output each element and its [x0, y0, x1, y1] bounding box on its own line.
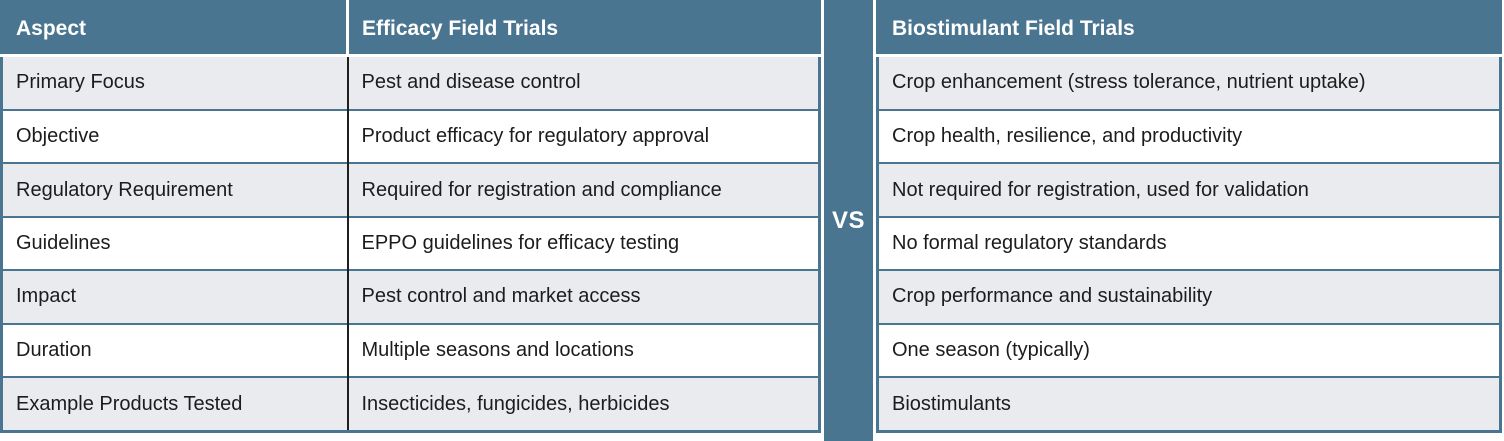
aspect-cell: Impact: [1, 270, 349, 324]
aspect-column-header: Aspect: [1, 1, 349, 57]
efficacy-column-header: Efficacy Field Trials: [347, 1, 820, 57]
table-row: Regulatory Requirement Required for regis…: [1, 163, 820, 217]
efficacy-cell: Multiple seasons and locations: [347, 323, 820, 377]
vs-divider: VS: [824, 0, 873, 441]
efficacy-cell: Product efficacy for regulatory approval: [347, 109, 820, 164]
table-row: Biostimulants: [877, 377, 1501, 432]
biostimulant-cell: Biostimulants: [877, 377, 1501, 432]
efficacy-trials-table: Aspect Efficacy Field Trials Primary Foc…: [0, 0, 821, 433]
table-row: Crop performance and sustainability: [877, 270, 1501, 324]
table-row: Crop health, resilience, and productivit…: [877, 109, 1501, 164]
table-row: Objective Product efficacy for regulatory…: [1, 109, 820, 164]
aspect-cell: Example Products Tested: [1, 377, 349, 432]
biostimulant-cell: Not required for registration, used for …: [877, 163, 1501, 217]
efficacy-cell: EPPO guidelines for efficacy testing: [347, 216, 820, 271]
aspect-cell: Objective: [1, 109, 349, 164]
efficacy-cell: Pest control and market access: [347, 270, 820, 324]
vs-label: VS: [831, 206, 865, 234]
biostimulant-cell: Crop performance and sustainability: [877, 270, 1501, 324]
header-row: Biostimulant Field Trials: [877, 1, 1501, 57]
table-row: No formal regulatory standards: [877, 216, 1501, 271]
biostimulant-column-header: Biostimulant Field Trials: [877, 1, 1501, 57]
header-row: Aspect Efficacy Field Trials: [1, 1, 820, 57]
biostimulant-cell: One season (typically): [877, 323, 1501, 377]
efficacy-cell: Pest and disease control: [347, 55, 820, 110]
efficacy-cell: Insecticides, fungicides, herbicides: [347, 377, 820, 432]
aspect-cell: Guidelines: [1, 216, 349, 271]
aspect-cell: Primary Focus: [1, 55, 349, 110]
biostimulant-cell: No formal regulatory standards: [877, 216, 1501, 271]
biostimulant-cell: Crop enhancement (stress tolerance, nutr…: [877, 55, 1501, 110]
biostimulant-cell: Crop health, resilience, and productivit…: [877, 109, 1501, 164]
table-row: Duration Multiple seasons and locations: [1, 323, 820, 377]
table-row: Crop enhancement (stress tolerance, nutr…: [877, 55, 1501, 110]
table-row: Not required for registration, used for …: [877, 163, 1501, 217]
table-row: Example Products Tested Insecticides, fun…: [1, 377, 820, 432]
table-row: Guidelines EPPO guidelines for efficacy t…: [1, 216, 820, 271]
table-row: Impact Pest control and market access: [1, 270, 820, 324]
biostimulant-trials-table: Biostimulant Field Trials Crop enhanceme…: [876, 0, 1502, 433]
aspect-cell: Duration: [1, 323, 349, 377]
efficacy-cell: Required for registration and compliance: [347, 163, 820, 217]
table-row: One season (typically): [877, 323, 1501, 377]
table-row: Primary Focus Pest and disease control: [1, 55, 820, 110]
aspect-cell: Regulatory Requirement: [1, 163, 349, 217]
